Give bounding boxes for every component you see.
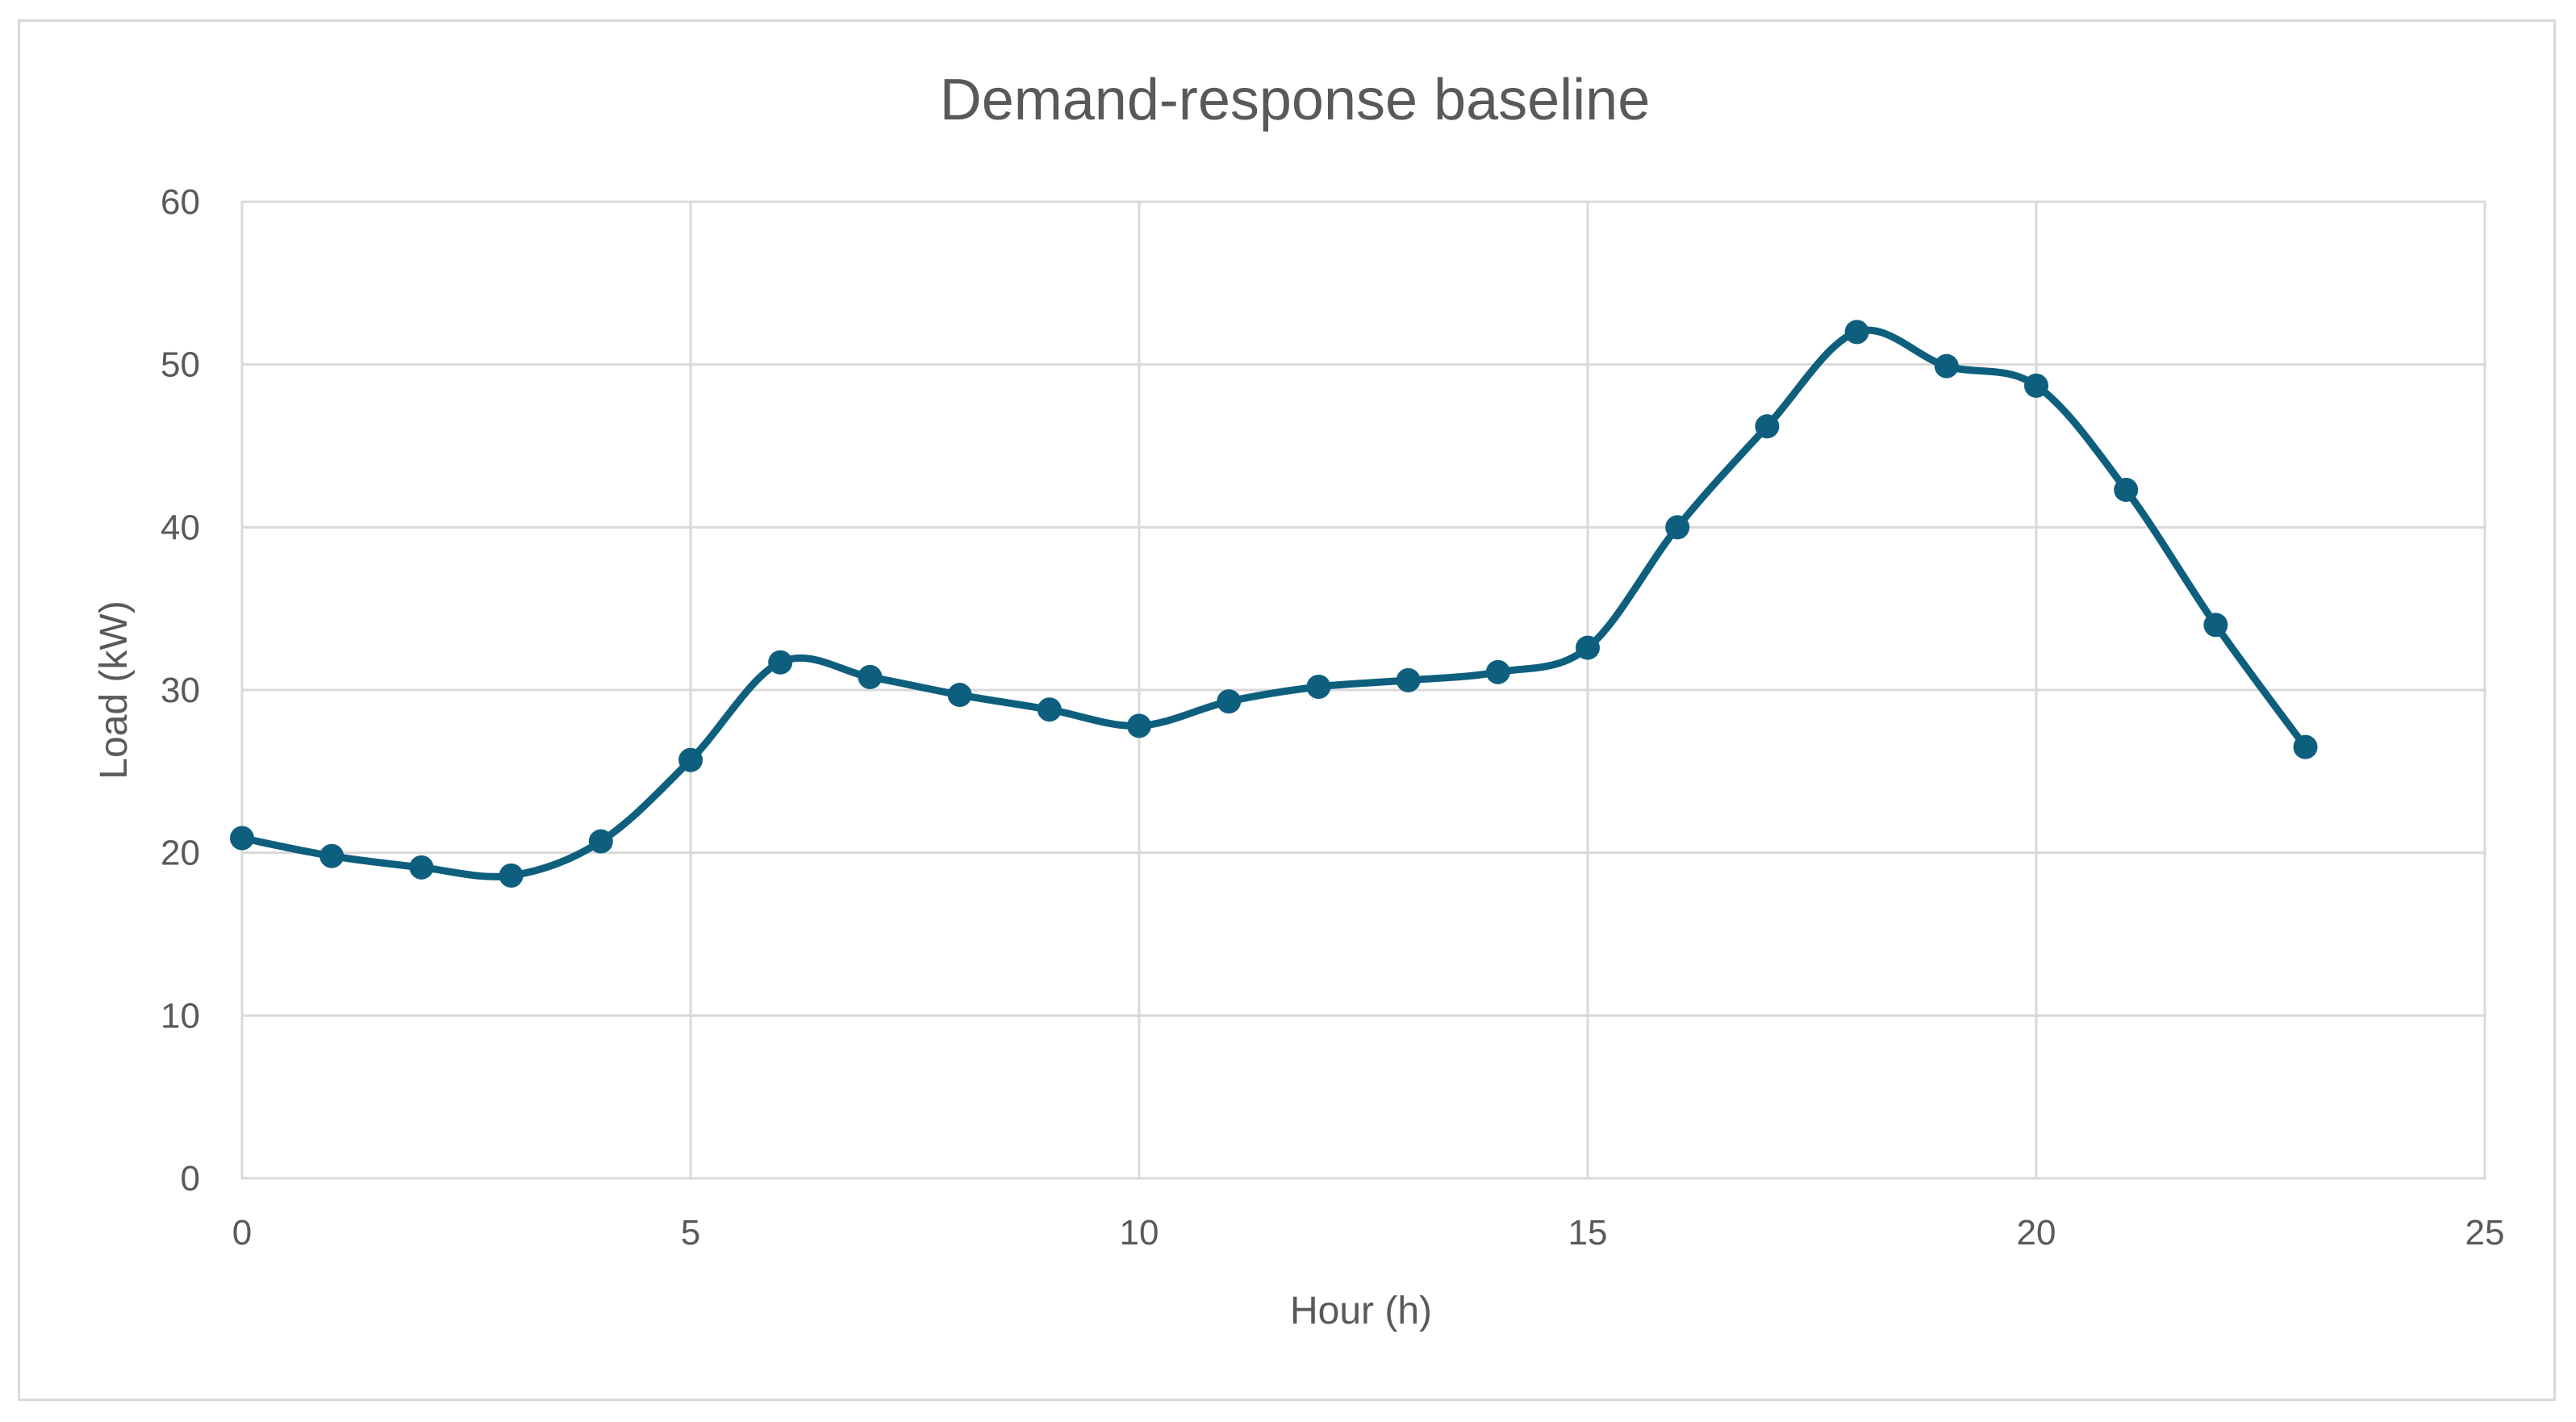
data-point <box>1576 635 1600 660</box>
data-point <box>2203 613 2228 638</box>
data-point <box>678 747 703 772</box>
y-axis-title: Load (kW) <box>93 600 136 779</box>
x-tick-label: 5 <box>681 1213 700 1253</box>
y-tick-label: 60 <box>161 182 200 222</box>
data-point <box>1037 697 1062 722</box>
data-point <box>1396 667 1421 692</box>
data-point <box>1665 515 1690 540</box>
data-point <box>1755 414 1780 439</box>
chart-frame <box>18 19 2556 1401</box>
y-tick-label: 20 <box>161 834 200 873</box>
data-point <box>2114 477 2139 502</box>
data-point <box>409 855 434 880</box>
data-point <box>1306 674 1331 699</box>
data-point <box>1217 689 1242 714</box>
y-tick-label: 0 <box>181 1159 200 1198</box>
data-point <box>768 650 793 675</box>
data-point <box>1844 320 1869 345</box>
series-layer <box>230 320 2318 888</box>
data-point <box>319 843 344 868</box>
x-tick-label: 20 <box>2017 1213 2056 1253</box>
plot-area-border <box>240 200 2486 1180</box>
data-point <box>499 863 524 888</box>
y-tick-label: 30 <box>161 671 200 710</box>
data-point <box>1934 353 1959 379</box>
x-tick-label: 10 <box>1120 1213 1159 1253</box>
x-axis-title: Hour (h) <box>1290 1290 1432 1332</box>
y-tick-label: 10 <box>161 996 200 1035</box>
x-tick-label: 15 <box>1568 1213 1608 1253</box>
x-tick-label: 25 <box>2465 1213 2505 1253</box>
series-line <box>238 326 2310 880</box>
data-point <box>2293 734 2318 759</box>
gridlines <box>240 200 2486 1180</box>
y-axis-tick-labels: 0 10 20 30 40 50 60 <box>161 182 200 1198</box>
data-point <box>588 829 613 854</box>
data-point <box>230 826 254 851</box>
data-point <box>947 683 972 708</box>
y-tick-label: 50 <box>161 345 200 385</box>
data-point <box>2024 373 2048 398</box>
chart-title: Demand-response baseline <box>940 68 1651 132</box>
y-tick-label: 40 <box>161 508 200 547</box>
x-axis-tick-labels: 0 5 10 15 20 25 <box>232 1213 2505 1253</box>
data-point <box>858 664 883 689</box>
data-point <box>1485 659 1510 684</box>
x-tick-label: 0 <box>232 1213 252 1253</box>
data-point <box>1127 713 1151 738</box>
